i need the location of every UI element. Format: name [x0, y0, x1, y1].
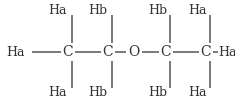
Text: C: C [201, 45, 211, 59]
Text: Ha: Ha [189, 5, 207, 17]
Text: Hb: Hb [88, 5, 108, 17]
Text: Hb: Hb [149, 5, 168, 17]
Text: Ha: Ha [49, 5, 67, 17]
Text: C: C [63, 45, 73, 59]
Text: O: O [128, 45, 140, 59]
Text: C: C [161, 45, 171, 59]
Text: Hb: Hb [149, 86, 168, 98]
Text: Ha: Ha [7, 45, 25, 58]
Text: Ha: Ha [49, 86, 67, 98]
Text: C: C [103, 45, 113, 59]
Text: Ha: Ha [189, 86, 207, 98]
Text: Ha: Ha [219, 45, 235, 58]
Text: Hb: Hb [88, 86, 108, 98]
